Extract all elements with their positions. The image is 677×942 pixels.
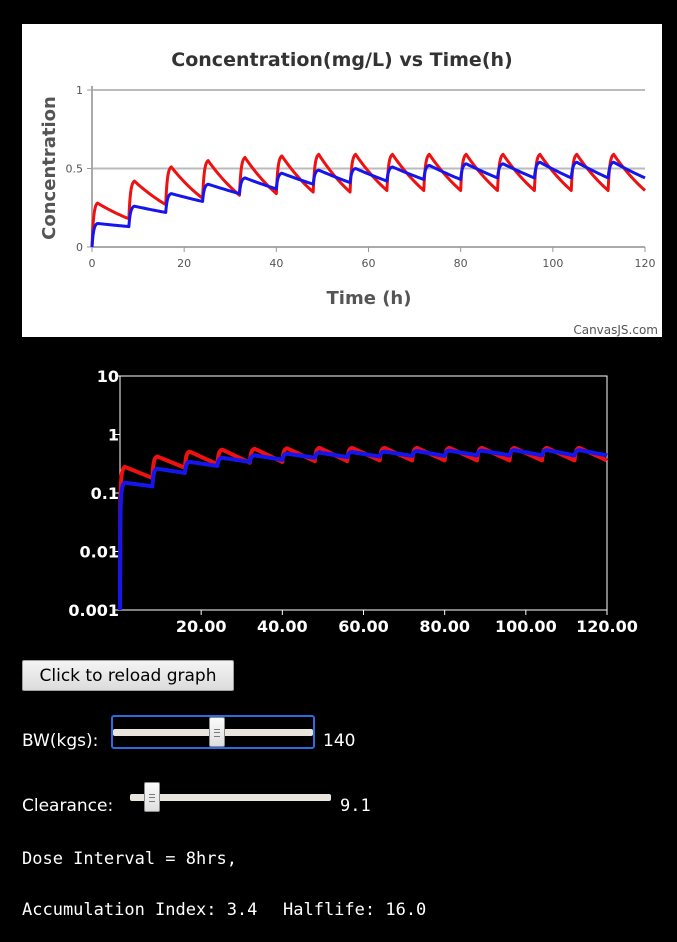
chart-title: Concentration(mg/L) vs Time(h) [171, 49, 512, 71]
plot-frame [119, 375, 608, 611]
log-x-tick-label: 120.00 [576, 617, 638, 636]
clearance-slider-thumb[interactable] [144, 782, 161, 812]
dose-interval-text: Dose Interval = 8hrs, [22, 849, 237, 869]
log-series-blue-line [118, 448, 608, 611]
bw-slider-thumb[interactable] [209, 717, 225, 747]
log-x-tick-label: 100.00 [495, 617, 557, 636]
log-series-red-line [118, 445, 608, 611]
bw-slider[interactable] [111, 715, 315, 749]
log-x-tick-label: 20.00 [176, 617, 227, 636]
log-concentration-chart-svg: 0.001 0.01 0.1 1 10 20.00 40.00 60.00 80.00 100.0… [68, 367, 638, 636]
y-tick-label: 0 [76, 241, 83, 254]
bw-label: BW(kgs): [22, 731, 99, 751]
accumulation-index-text: Accumulation Index: 3.4 [22, 900, 258, 920]
bw-value: 140 [323, 731, 356, 751]
concentration-chart: Concentration(mg/L) vs Time(h) Time (h) … [22, 24, 662, 337]
x-axis-label: Time (h) [327, 288, 412, 309]
log-y-tick-label: 10 [97, 367, 119, 386]
concentration-chart-svg: Concentration(mg/L) vs Time(h) Time (h) … [39, 49, 658, 337]
x-tick-label: 20 [177, 257, 191, 270]
log-x-tick-label: 60.00 [338, 617, 389, 636]
x-tick-label: 60 [362, 257, 376, 270]
log-concentration-chart: 0.001 0.01 0.1 1 10 20.00 40.00 60.00 80.00 100.0… [50, 360, 650, 640]
x-tick-label: 0 [89, 257, 96, 270]
halflife-text: Halflife: 16.0 [283, 900, 427, 920]
x-tick-label: 40 [269, 257, 283, 270]
y-tick-label: 1 [76, 84, 83, 97]
y-tick-label: 0.5 [66, 163, 84, 176]
clearance-label: Clearance: [22, 796, 114, 816]
clearance-slider-track[interactable] [130, 794, 331, 801]
y-axis-label: Concentration [39, 96, 60, 240]
clearance-value: 9.1 [340, 796, 371, 816]
x-tick-label: 80 [454, 257, 468, 270]
log-y-tick-label: 1 [108, 426, 119, 445]
log-y-tick-label: 0.001 [68, 601, 119, 620]
log-y-tick-label: 0.1 [91, 484, 119, 503]
clearance-slider[interactable] [130, 781, 331, 813]
log-x-tick-label: 80.00 [419, 617, 470, 636]
series-red-line [90, 152, 647, 248]
x-tick-label: 100 [542, 257, 563, 270]
log-x-tick-label: 40.00 [257, 617, 308, 636]
series-blue-line [90, 160, 646, 248]
x-tick-label: 120 [635, 257, 656, 270]
chart-credit: CanvasJS.com [573, 323, 658, 337]
log-y-tick-label: 0.01 [80, 543, 119, 562]
reload-graph-button[interactable]: Click to reload graph [22, 660, 234, 691]
